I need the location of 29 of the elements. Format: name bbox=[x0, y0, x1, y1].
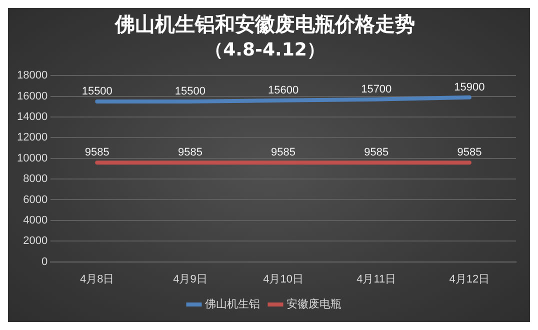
x-tick-label: 4月10日 bbox=[263, 273, 304, 286]
y-tick-label: 8000 bbox=[23, 173, 48, 186]
chart-title: 佛山机生铝和安徽废电瓶价格走势 bbox=[114, 12, 415, 36]
data-label: 15700 bbox=[361, 83, 392, 96]
data-label: 15900 bbox=[454, 81, 485, 94]
y-tick-label: 18000 bbox=[16, 70, 48, 82]
y-tick-label: 16000 bbox=[16, 90, 48, 102]
y-tick-label: 0 bbox=[41, 256, 48, 268]
data-label: 15500 bbox=[174, 85, 206, 98]
legend-label: 安徽废电瓶 bbox=[286, 298, 342, 311]
x-tick-label: 4月9日 bbox=[173, 273, 208, 286]
data-label: 9585 bbox=[457, 146, 482, 159]
chart-subtitle: （4.8-4.12） bbox=[205, 39, 325, 60]
data-label: 9585 bbox=[178, 146, 202, 159]
y-tick-label: 12000 bbox=[16, 132, 48, 144]
data-label: 15600 bbox=[268, 84, 299, 96]
y-tick-label: 6000 bbox=[23, 194, 48, 206]
data-label: 9585 bbox=[364, 146, 389, 159]
y-tick-label: 10000 bbox=[16, 152, 48, 164]
x-tick-label: 4月11日 bbox=[356, 273, 396, 286]
legend-label: 佛山机生铝 bbox=[205, 298, 260, 311]
y-tick-label: 4000 bbox=[23, 214, 48, 226]
y-tick-label: 2000 bbox=[23, 235, 48, 248]
y-tick-label: 14000 bbox=[16, 111, 48, 124]
x-tick-label: 4月12日 bbox=[449, 273, 490, 286]
x-tick-label: 4月8日 bbox=[80, 273, 114, 286]
data-label: 15500 bbox=[82, 85, 112, 98]
data-label: 9585 bbox=[271, 146, 296, 159]
data-label: 9585 bbox=[84, 146, 110, 159]
